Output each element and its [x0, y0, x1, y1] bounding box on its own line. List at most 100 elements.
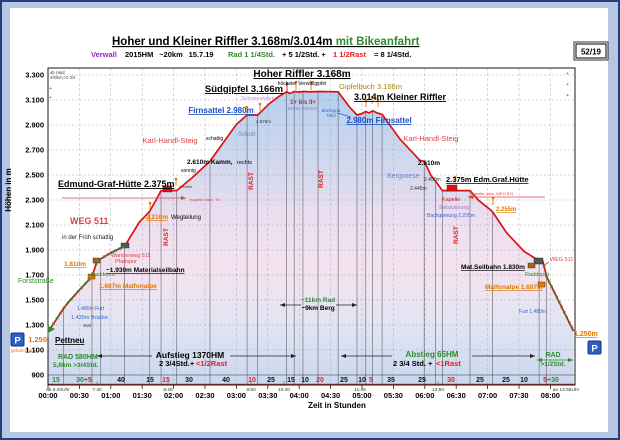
- chart-annotation: Karl-Handl-Steig: [142, 136, 197, 145]
- chart-annotation: 2.980m Firnsattel: [346, 116, 411, 125]
- chart-annotation: 2.210m: [146, 214, 168, 221]
- chart-annotation: höchster Verwallgipfel: [278, 81, 327, 87]
- chart-annotation: Tafel: [326, 113, 336, 118]
- subtitle-rad: Rad 1 1/4Std.: [228, 50, 275, 59]
- y-tick-label: 2.700: [25, 146, 44, 155]
- segment-duration: 35: [387, 377, 395, 384]
- trail-dot: [114, 249, 118, 252]
- parking-icon-label: P: [14, 336, 21, 347]
- chart-annotation: Schutt: [238, 132, 255, 138]
- segment-duration: 25: [476, 377, 484, 384]
- chart-annotation: Mat.Seilbahn 1.830m: [461, 264, 525, 271]
- hut-marker-edmund-graf-huette: [446, 184, 458, 192]
- x-tick-label: 02:00: [164, 391, 183, 400]
- x-tick-label: 03:00: [227, 391, 246, 400]
- segment-duration: 15: [146, 377, 154, 384]
- chart-annotation: Furt 1.480m: [519, 309, 546, 315]
- trail-dot: [550, 285, 553, 288]
- arrow-head: [291, 354, 296, 358]
- x-tick-label: 05:00: [352, 391, 371, 400]
- x-tick-label: 03:30: [258, 391, 277, 400]
- x-tick-label: 02:30: [195, 391, 214, 400]
- arrow-head: [280, 303, 285, 307]
- clock-time: ab 6:40Uhr: [46, 387, 70, 393]
- chart-annotation: steil: [83, 323, 91, 328]
- segment-duration: 40: [117, 377, 125, 384]
- chart-annotation: 400km;>3 3/4: [50, 75, 76, 80]
- segment-duration: 15: [287, 377, 295, 384]
- waypoint-pole-head: [294, 80, 298, 84]
- segment-duration: 25: [418, 377, 426, 384]
- waypoint-pole-head: [174, 177, 178, 181]
- trail-dot: [103, 255, 106, 258]
- chart-annotation: 2 3/4 Std. +: [393, 359, 433, 368]
- hut-marker-edmund-graf-huette: [162, 185, 173, 193]
- chart-annotation: +: [49, 86, 52, 92]
- trail-dot: [118, 247, 121, 250]
- chart-annotation: +: [566, 71, 569, 77]
- segment-duration: 30: [185, 377, 193, 384]
- chart-annotation: ab Haid:: [50, 70, 66, 75]
- trail-dot: [552, 290, 556, 294]
- trail-dot: [73, 294, 76, 297]
- chart-annotation: 1+ bis II+: [290, 100, 316, 106]
- chart-annotation: ~9km Berg: [301, 305, 334, 312]
- chart-annotation: Gipfelbuch 3.166m: [339, 82, 402, 91]
- chart-annotation: gebührenfrei: [11, 348, 36, 353]
- chart-annotation: +: [566, 82, 569, 88]
- elevation-profile-line: [47, 90, 575, 332]
- chart-annotation: 2 3/4Std.+: [159, 359, 195, 368]
- y-tick-label: 2.100: [25, 221, 44, 230]
- x-tick-label: 06:30: [447, 391, 466, 400]
- x-tick-label: 06:00: [415, 391, 434, 400]
- segment-duration: 30: [447, 377, 455, 384]
- trail-dot: [66, 301, 69, 305]
- chart-annotation: >1/2Std.: [540, 361, 565, 368]
- chart-annotation: schattig: [206, 136, 223, 142]
- malfonalpe-marker: [87, 273, 96, 280]
- parking-icon: [10, 332, 25, 347]
- y-tick-label: 1.700: [25, 271, 44, 280]
- y-tick-label: 1.100: [25, 346, 44, 355]
- subtitle-region: Verwall: [91, 50, 117, 59]
- chart-annotation: Abstieg 65HM: [406, 350, 459, 359]
- segment-duration: 10: [301, 377, 309, 384]
- trail-dot: [555, 295, 558, 299]
- arrow-head: [530, 354, 535, 358]
- raddepot-marker: [527, 262, 536, 269]
- waypoint-pole-head: [370, 95, 374, 99]
- chart-annotation: RAD 580HM: [58, 354, 98, 361]
- materialseilbahn-marker: [120, 242, 130, 249]
- x-axis-title: Zeit in Stunden: [308, 401, 366, 410]
- chart-annotation: <1/2Rast: [196, 359, 228, 368]
- materialseilbahn-marker: [533, 257, 544, 265]
- trail-dot: [77, 290, 80, 293]
- y-tick-label: 2.500: [25, 171, 44, 180]
- page-ref: 52/19: [581, 48, 602, 57]
- trail-dot: [542, 265, 546, 268]
- trail-dot: [547, 280, 551, 283]
- arrow-head: [537, 358, 542, 362]
- waypoint-pole-head: [453, 175, 457, 179]
- chart-annotation: 1.480m Furt: [77, 306, 105, 312]
- subtitle-walk: + 5 1/2Std. +: [282, 50, 326, 59]
- x-tick-label: 00:00: [38, 391, 57, 400]
- y-tick-label: 900: [31, 371, 44, 380]
- chart-annotation: rechts: [237, 160, 252, 166]
- chart-annotation: +: [49, 95, 52, 101]
- trail-dot: [565, 316, 568, 319]
- chart-annotation: Wegteilung: [171, 215, 201, 221]
- chart-annotation: Wanderweg 511: [111, 253, 150, 259]
- chart-annotation: 1.250m: [574, 331, 598, 338]
- x-tick-label: 04:00: [290, 391, 309, 400]
- trail-dot: [80, 286, 83, 289]
- trail-dot: [563, 310, 566, 314]
- chart-annotation: Blockgrat: [322, 108, 342, 113]
- trail-dot: [87, 278, 91, 282]
- y-tick-label: 1.500: [25, 296, 44, 305]
- clock-time: 8:25: [163, 387, 173, 393]
- y-tick-label: 3.100: [25, 96, 44, 105]
- trail-dot: [98, 258, 101, 261]
- chart-annotation: WEG 511: [550, 257, 573, 263]
